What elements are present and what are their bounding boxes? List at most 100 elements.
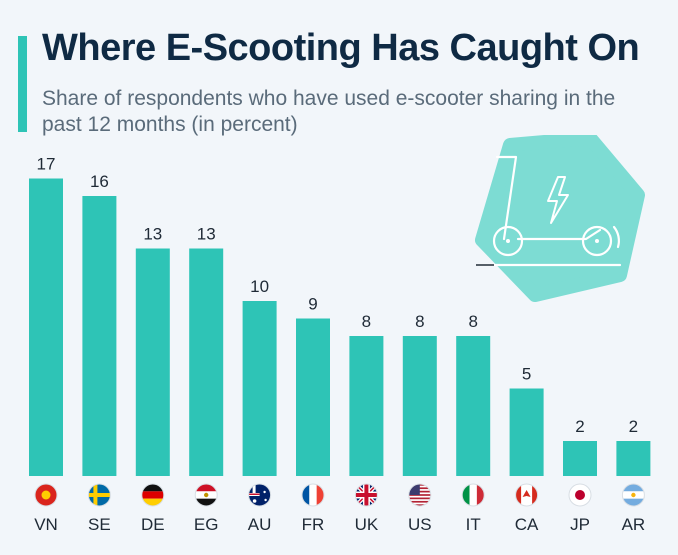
flag-japan-icon-border [568, 483, 592, 507]
flag-australia-icon-s3 [264, 498, 267, 502]
flag-france-icon-border [301, 483, 325, 507]
category-label-ca: CA [515, 515, 539, 534]
flag-sweden-icon-v [93, 484, 98, 506]
bar-se [82, 196, 117, 476]
flag-germany-icon-fill [141, 484, 164, 506]
flag-argentina-icon-border [621, 483, 645, 507]
flag-argentina-icon [621, 483, 645, 507]
flag-argentina-icon-sun [631, 492, 636, 498]
flag-australia-icon [248, 483, 272, 507]
flag-canada-icon [515, 483, 539, 507]
flag-france-icon-m [309, 484, 317, 506]
flag-france-icon-l [302, 484, 310, 506]
value-label-uk: 8 [362, 312, 371, 331]
flag-italy-icon-border [461, 483, 485, 507]
title-accent-bar [18, 36, 27, 132]
value-label-ca: 5 [522, 365, 531, 384]
flag-sweden-icon-fill [88, 484, 111, 506]
flag-canada-icon-border [515, 483, 539, 507]
flag-egypt-icon-eagle [204, 492, 209, 498]
flag-germany-icon [141, 483, 165, 507]
lightning-bolt-icon [547, 176, 569, 224]
flag-us-icon-fill [408, 484, 431, 506]
page-subtitle: Share of respondents who have used e-sco… [42, 87, 616, 136]
category-label-uk: UK [355, 515, 379, 534]
category-label-it: IT [466, 515, 481, 534]
flag-canada-icon-leaf [522, 490, 531, 497]
category-label-us: US [408, 515, 432, 534]
flag-us-icon-s4 [408, 497, 431, 500]
flag-egypt-icon-b [195, 498, 218, 506]
flag-france-icon-r [316, 484, 324, 506]
value-label-it: 8 [468, 312, 477, 331]
flag-vietnam-icon-star [41, 490, 51, 500]
category-label-fr: FR [302, 515, 325, 534]
flag-australia-icon-fill [248, 484, 271, 506]
flag-italy-icon [461, 483, 485, 507]
flag-france-icon [301, 483, 325, 507]
flag-argentina-icon-fill [622, 484, 645, 506]
flag-japan-icon-sun [575, 490, 585, 500]
flag-egypt-icon [194, 483, 218, 507]
category-label-vn: VN [34, 515, 58, 534]
bar-it [456, 336, 491, 476]
bar-fr [296, 318, 330, 476]
flag-argentina-icon-t [622, 484, 645, 492]
value-label-vn: 17 [37, 155, 56, 174]
flag-australia-icon-border [248, 483, 272, 507]
bar-uk [349, 336, 384, 476]
flag-japan-icon-fill [569, 484, 591, 506]
flag-egypt-icon-border [194, 483, 218, 507]
e-scooter-icon [476, 155, 622, 267]
flag-australia-icon-s1 [252, 499, 257, 503]
flag-vietnam-icon [34, 483, 58, 507]
bar-ca [509, 388, 544, 476]
bar-jp [563, 441, 597, 476]
flag-italy-icon-m [469, 484, 477, 506]
e-scooter-illustration [475, 135, 645, 302]
flag-australia-icon-rh [248, 493, 260, 495]
flag-australia-icon-s2 [263, 490, 266, 494]
flag-uk-icon-fill [355, 484, 378, 506]
flag-egypt-icon-fill [195, 484, 218, 506]
value-label-au: 10 [250, 277, 269, 296]
flag-us-icon [408, 483, 432, 507]
flag-vietnam-icon-border [34, 483, 58, 507]
flag-germany-icon-t [141, 484, 164, 492]
flag-canada-icon-fill [515, 484, 538, 506]
bar-eg [189, 248, 224, 476]
value-label-us: 8 [415, 312, 424, 331]
flag-sweden-icon-h [88, 493, 111, 497]
category-label-eg: EG [194, 515, 219, 534]
flag-germany-icon-m [141, 491, 164, 499]
flag-sweden-icon [87, 483, 111, 507]
flag-italy-icon-fill [462, 484, 485, 506]
flag-sweden-icon-border [87, 483, 111, 507]
category-label-ar: AR [622, 515, 646, 534]
value-label-eg: 13 [197, 225, 216, 244]
flag-us-icon-border [408, 483, 432, 507]
flag-uk-icon-vr [364, 484, 369, 506]
flag-australia-icon-cv [252, 484, 256, 495]
flag-japan-icon [568, 483, 592, 507]
value-label-de: 13 [143, 225, 162, 244]
flag-canada-icon-l [515, 484, 522, 506]
flag-us-icon-canton [408, 484, 420, 495]
page-title: Where E-Scooting Has Caught On [42, 27, 640, 69]
flag-egypt-icon-t [195, 484, 218, 492]
flag-italy-icon-r [476, 484, 485, 506]
flag-canada-icon-r [532, 484, 538, 506]
category-label-jp: JP [570, 515, 590, 534]
rear-wheel-hub [595, 239, 599, 243]
flag-vietnam-icon-fill [35, 484, 57, 506]
flag-germany-icon-border [141, 483, 165, 507]
value-label-jp: 2 [575, 417, 584, 436]
flag-argentina-icon-b [622, 498, 645, 506]
front-wheel-hub [506, 239, 510, 243]
bar-ar [616, 441, 651, 476]
bar-us [402, 336, 437, 476]
category-label-au: AU [248, 515, 272, 534]
flag-us-icon-s6 [408, 504, 431, 506]
flag-uk-icon-border [354, 483, 378, 507]
